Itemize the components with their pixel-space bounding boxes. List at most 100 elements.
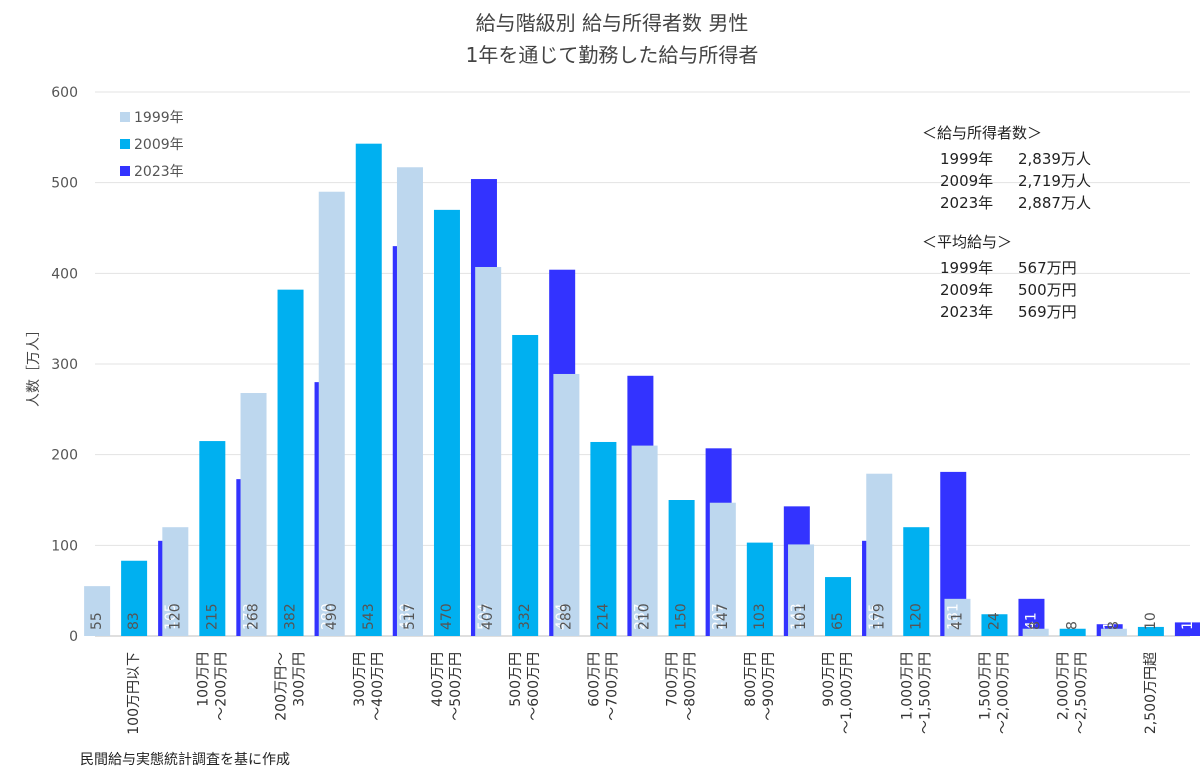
salary-year: 2009年 bbox=[940, 281, 993, 299]
data-label: 120 bbox=[167, 603, 183, 630]
data-label: 287 bbox=[632, 603, 648, 630]
info-box: ＜給与所得者数＞ 1999年 2,839万人 2009年 2,719万人 2023年 2,8… bbox=[922, 124, 1091, 321]
data-label: 65 bbox=[830, 612, 846, 630]
data-label: 430 bbox=[398, 603, 414, 630]
data-label: 181 bbox=[945, 603, 961, 630]
legend-label: 2023年 bbox=[134, 164, 184, 180]
salary-value: 500万円 bbox=[1018, 281, 1077, 299]
data-label: 13 bbox=[1102, 612, 1118, 630]
data-label: 214 bbox=[595, 603, 611, 630]
category-label: ～700万円 bbox=[604, 652, 620, 721]
y-tick-label: 200 bbox=[51, 448, 78, 464]
data-label: 8 bbox=[1065, 621, 1081, 630]
legend-label: 1999年 bbox=[134, 110, 184, 126]
category-label: 900万円 bbox=[821, 652, 837, 707]
salary-year: 1999年 bbox=[940, 259, 993, 277]
earners-year: 2009年 bbox=[940, 172, 993, 190]
salary-value: 567万円 bbox=[1018, 259, 1077, 277]
data-label: 470 bbox=[439, 603, 455, 630]
bar bbox=[1174, 622, 1200, 636]
bar bbox=[746, 542, 773, 636]
bar bbox=[903, 527, 930, 636]
data-label: 24 bbox=[986, 612, 1002, 630]
category-label: 500万円 bbox=[508, 652, 524, 707]
category-label: 400万円 bbox=[430, 652, 446, 707]
category-label: 100万円以下 bbox=[126, 652, 142, 735]
category-label: 2,000万円 bbox=[1056, 652, 1072, 720]
y-tick-label: 100 bbox=[51, 538, 78, 554]
bar bbox=[866, 473, 893, 636]
data-label: 490 bbox=[324, 603, 340, 630]
category-label: 600万円 bbox=[586, 652, 602, 707]
bar bbox=[1059, 628, 1086, 636]
category-label: 200万円～ bbox=[274, 652, 290, 721]
bar bbox=[981, 614, 1008, 636]
data-label: 120 bbox=[908, 603, 924, 630]
category-label: ～1,000万円 bbox=[839, 652, 855, 734]
salary-heading: ＜平均給与＞ bbox=[922, 233, 1012, 251]
earners-value: 2,719万人 bbox=[1018, 172, 1091, 190]
category-label: ～2,000万円 bbox=[995, 652, 1011, 734]
bar bbox=[668, 500, 695, 636]
bar bbox=[433, 209, 460, 636]
category-label: 1,000万円 bbox=[899, 652, 915, 720]
data-label: 268 bbox=[246, 603, 262, 630]
data-label: 382 bbox=[283, 603, 299, 630]
data-label: 150 bbox=[674, 603, 690, 630]
legend: 1999年 2009年 2023年 bbox=[120, 110, 184, 180]
data-label: 55 bbox=[89, 612, 105, 630]
bar bbox=[553, 373, 580, 636]
bar bbox=[121, 560, 148, 636]
category-label: ～400万円 bbox=[370, 652, 386, 721]
category-label: ～800万円 bbox=[683, 652, 699, 721]
data-label: 179 bbox=[871, 603, 887, 630]
salary-year: 2023年 bbox=[940, 303, 993, 321]
data-label: 83 bbox=[126, 612, 142, 630]
bar bbox=[475, 266, 502, 636]
category-label: 2,500万円超 bbox=[1143, 652, 1159, 734]
data-label: 41 bbox=[1023, 612, 1039, 630]
data-label: 105 bbox=[163, 603, 179, 630]
category-label: 800万円 bbox=[743, 652, 759, 707]
data-label: 8 bbox=[1106, 621, 1122, 630]
data-label: 8 bbox=[1028, 621, 1044, 630]
category-label: ～600万円 bbox=[526, 652, 542, 721]
earners-heading: ＜給与所得者数＞ bbox=[922, 124, 1042, 142]
data-label: 105 bbox=[867, 603, 883, 630]
category-label: 1,500万円 bbox=[977, 652, 993, 720]
bar bbox=[1022, 628, 1049, 636]
legend-label: 2009年 bbox=[134, 137, 184, 153]
earners-year: 1999年 bbox=[940, 150, 993, 168]
salary-value: 569万円 bbox=[1018, 303, 1077, 321]
bar bbox=[788, 544, 815, 636]
bar bbox=[277, 289, 304, 636]
data-label: 332 bbox=[517, 603, 533, 630]
source-note: 民間給与実態統計調査を基に作成 bbox=[80, 751, 290, 768]
y-axis-ticks: 0 100 200 300 400 500 600 bbox=[51, 85, 78, 645]
data-label: 147 bbox=[715, 603, 731, 630]
category-labels: 100万円以下 100万円 ～200万円 200万円～ 300万円 300万円 ～400万円… bbox=[126, 652, 1159, 735]
data-label: 543 bbox=[361, 603, 377, 630]
data-label: 404 bbox=[554, 603, 570, 630]
category-label: 700万円 bbox=[665, 652, 681, 707]
y-tick-label: 300 bbox=[51, 357, 78, 373]
legend-swatch bbox=[120, 139, 130, 149]
y-tick-label: 400 bbox=[51, 266, 78, 282]
data-label: 289 bbox=[558, 603, 574, 630]
bar bbox=[1100, 628, 1127, 636]
data-label: 517 bbox=[402, 603, 418, 630]
bar bbox=[590, 441, 617, 636]
data-label: 280 bbox=[320, 603, 336, 630]
bar bbox=[944, 598, 971, 636]
data-label: 207 bbox=[711, 603, 727, 630]
category-label: ～500万円 bbox=[448, 652, 464, 721]
bars bbox=[84, 143, 1200, 637]
bar bbox=[84, 586, 111, 636]
legend-swatch bbox=[120, 166, 130, 176]
data-label: 173 bbox=[241, 603, 257, 630]
chart-title-line-1: 給与階級別 給与所得者数 男性 bbox=[476, 11, 749, 35]
data-label: 101 bbox=[793, 603, 809, 630]
earners-value: 2,839万人 bbox=[1018, 150, 1091, 168]
